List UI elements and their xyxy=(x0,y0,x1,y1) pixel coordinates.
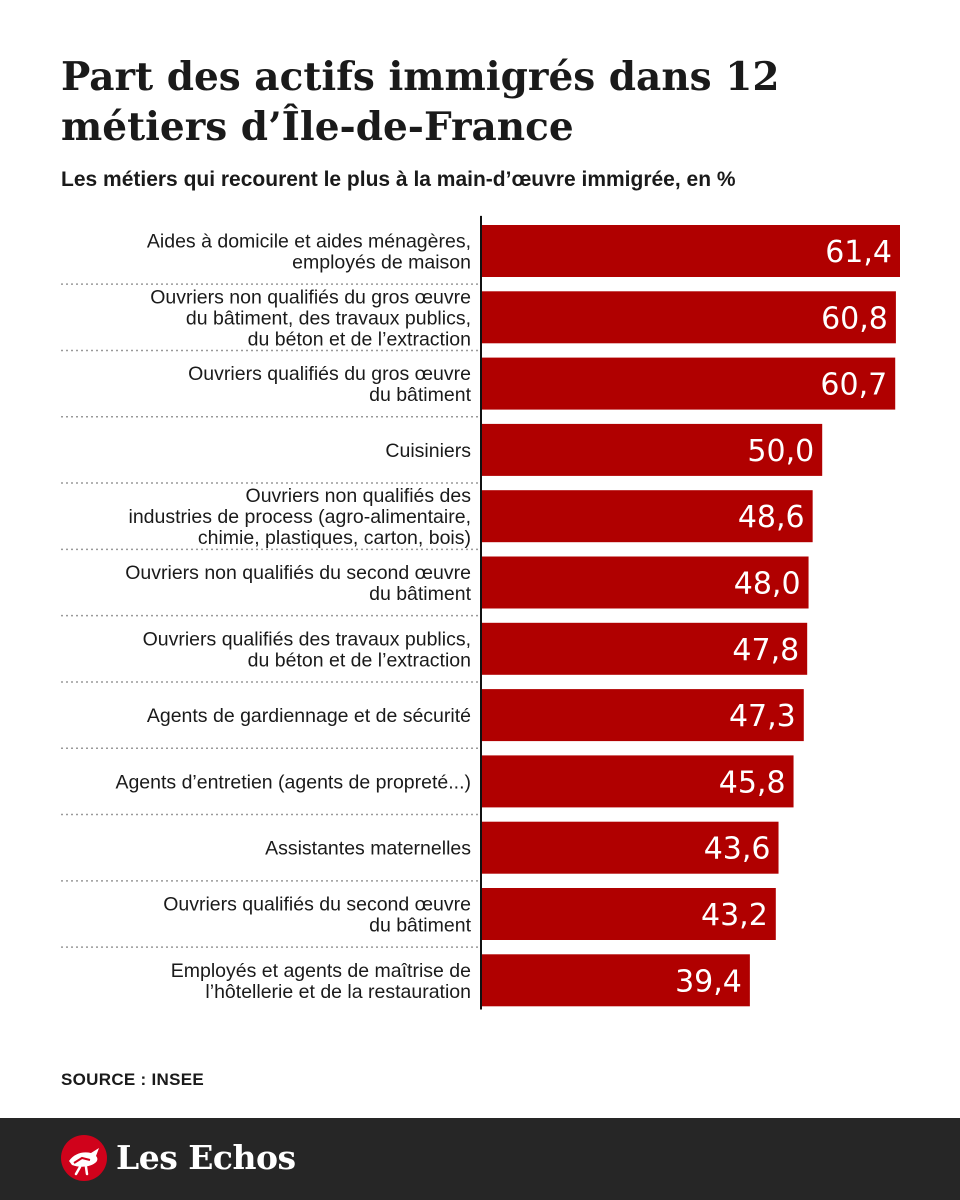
category-label: Ouvriers non qualifiés du gros œuvre du b… xyxy=(150,286,471,350)
bar-value-label: 60,7 xyxy=(820,368,887,403)
category-label: Employés et agents de maîtrise de l’hôtel… xyxy=(171,960,471,1003)
bar-chart: 61,4 Aides à domicile et aides ménagères,… xyxy=(61,215,900,1010)
bar xyxy=(481,357,896,410)
bar-value-label: 47,3 xyxy=(729,699,796,734)
bar-value-label: 48,6 xyxy=(738,500,805,535)
category-label: Ouvriers qualifiés des travaux publics, d… xyxy=(143,628,471,671)
les-echos-logo-icon xyxy=(61,1135,107,1181)
bar-value-label: 45,8 xyxy=(719,765,786,800)
category-label: Ouvriers non qualifiés du second œuvre du… xyxy=(125,562,471,605)
bar xyxy=(481,291,896,344)
bar xyxy=(481,755,794,808)
footer-bar: Les Echos xyxy=(0,1118,960,1200)
category-label: Agents de gardiennage et de sécurité xyxy=(147,705,471,727)
category-label: Assistantes maternelles xyxy=(265,838,471,860)
bar xyxy=(481,225,900,277)
bar xyxy=(481,622,808,675)
bar xyxy=(481,556,809,609)
bar-value-label: 47,8 xyxy=(732,633,799,668)
category-label: Cuisiniers xyxy=(385,440,471,462)
category-label: Ouvriers qualifiés du second œuvre du bât… xyxy=(163,894,471,937)
bar-value-label: 43,2 xyxy=(701,898,768,933)
bar-value-label: 39,4 xyxy=(675,964,742,999)
bar-value-label: 43,6 xyxy=(704,832,771,867)
brand-name: Les Echos xyxy=(116,1138,296,1177)
bar xyxy=(481,888,776,940)
bar-value-label: 61,4 xyxy=(825,235,892,270)
category-label: Agents d’entretien (agents de propreté..… xyxy=(115,771,471,793)
bar xyxy=(481,954,750,1007)
bar-value-label: 60,8 xyxy=(821,301,888,336)
source-note: SOURCE : INSEE xyxy=(61,1070,205,1089)
bar-value-label: 48,0 xyxy=(734,567,801,602)
bar xyxy=(481,423,823,476)
bar xyxy=(481,821,779,874)
category-label: Ouvriers non qualifiés des industries de … xyxy=(129,485,472,549)
bar xyxy=(481,490,813,543)
category-label: Ouvriers qualifiés du gros œuvre du bâtim… xyxy=(188,363,471,406)
bar-value-label: 50,0 xyxy=(747,434,814,469)
category-label: Aides à domicile et aides ménagères, empl… xyxy=(147,231,471,274)
chart-subtitle: Les métiers qui recourent le plus à la m… xyxy=(61,168,736,191)
chart-title: Part des actifs immigrés dans 12 métiers… xyxy=(61,54,780,150)
bar xyxy=(481,689,804,742)
